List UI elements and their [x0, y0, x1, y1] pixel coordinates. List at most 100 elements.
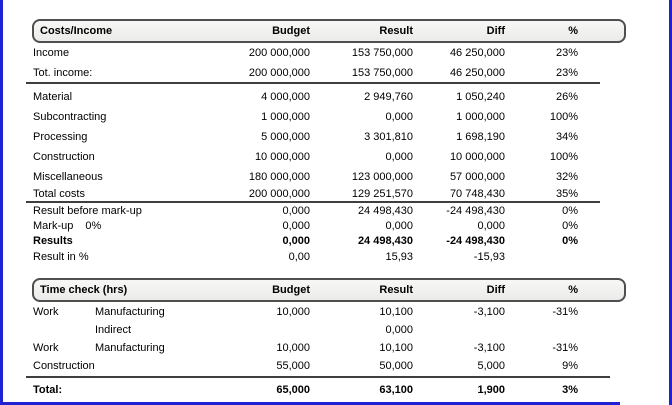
budget-cell: 0,000 — [282, 219, 310, 232]
budget-cell: 4 000,000 — [261, 91, 310, 103]
pct-cell: 34% — [555, 131, 578, 143]
window-border-left — [0, 0, 3, 405]
costs-section-header: Costs/Income Budget Result Diff % — [26, 19, 626, 43]
table-row: Miscellaneous 180 000,000 123 000,000 57… — [26, 167, 600, 187]
budget-cell: 1 000,000 — [261, 111, 310, 123]
result-cell: 50,000 — [379, 359, 413, 372]
col-header-pct: % — [568, 284, 578, 296]
pct-cell: 3% — [562, 384, 578, 396]
section-divider — [26, 201, 600, 203]
row-label: Processing — [33, 131, 88, 143]
diff-cell: -24 498,430 — [446, 204, 505, 217]
row-label: Construction — [26, 360, 206, 372]
diff-cell: 1 698,190 — [456, 131, 505, 143]
table-row-total: Total: 65,000 63,100 1,900 3% — [26, 378, 600, 402]
table-row: Total costs 200 000,000 129 251,570 70 7… — [26, 187, 600, 201]
row-label: Indirect — [26, 324, 206, 336]
row-label: Income — [33, 47, 70, 59]
pct-cell: 0% — [562, 219, 578, 232]
result-cell: 0,000 — [385, 219, 413, 232]
table-row: Subcontracting 1 000,000 0,000 1 000,000… — [26, 107, 600, 127]
result-cell: 63,100 — [379, 384, 413, 396]
row-label: Subcontracting — [33, 111, 107, 123]
col-header-result: Result — [379, 25, 413, 37]
result-cell: 10,100 — [379, 341, 413, 354]
budget-cell: 10 000,000 — [254, 151, 310, 163]
diff-cell: 5,000 — [477, 359, 505, 372]
pct-cell: 0% — [562, 204, 578, 217]
result-cell: 2 949,760 — [364, 91, 413, 103]
result-cell: 153 750,000 — [351, 66, 413, 79]
budget-cell: 10,000 — [276, 341, 310, 354]
col-header-budget: Budget — [272, 25, 310, 37]
result-cell: 24 498,430 — [357, 234, 413, 247]
diff-cell: -15,93 — [473, 251, 505, 263]
diff-cell: 10 000,000 — [449, 151, 505, 163]
row-label: Results — [33, 234, 73, 247]
pct-cell: -31% — [552, 305, 578, 318]
diff-cell: 1 050,240 — [456, 91, 505, 103]
result-cell: 0,000 — [385, 151, 413, 163]
pct-cell: 100% — [549, 111, 578, 123]
table-row: Construction 55,000 50,000 5,000 9% — [26, 357, 600, 374]
budget-cell: 0,00 — [288, 251, 310, 263]
work-subtype-label: Manufacturing — [95, 341, 165, 354]
row-label: Work Manufacturing — [26, 306, 206, 318]
result-cell: 24 498,430 — [357, 204, 413, 217]
diff-cell: -3,100 — [473, 341, 505, 354]
row-label: Material — [33, 91, 73, 103]
pct-cell: 26% — [555, 91, 578, 103]
work-type-label: Work — [33, 341, 59, 354]
row-label: Mark-up 0% — [26, 220, 206, 232]
time-header-bar — [32, 278, 626, 302]
row-label: Result in % — [33, 251, 89, 263]
budget-cell: 5 000,000 — [261, 131, 310, 143]
table-row: Result before mark-up 0,000 24 498,430 -… — [26, 203, 600, 218]
row-label: Miscellaneous — [33, 171, 103, 183]
table-row: Processing 5 000,000 3 301,810 1 698,190… — [26, 127, 600, 147]
time-section-header: Time check (hrs) Budget Result Diff % — [26, 278, 626, 302]
markup-label: Mark-up — [33, 219, 74, 232]
table-row: Work Manufacturing 10,000 10,100 -3,100 -… — [26, 302, 600, 321]
diff-cell: 57 000,000 — [449, 171, 505, 183]
diff-cell: -24 498,430 — [446, 234, 505, 247]
table-row: Income 200 000,000 153 750,000 46 250,00… — [26, 43, 600, 63]
col-header-diff: Diff — [486, 284, 505, 296]
row-label: Construction — [33, 151, 95, 163]
pct-cell: 32% — [555, 171, 578, 183]
budget-cell: 55,000 — [276, 359, 310, 372]
result-cell: 15,93 — [385, 251, 413, 263]
col-header-pct: % — [568, 25, 578, 37]
budget-cell: 65,000 — [276, 384, 310, 396]
budget-cell: 0,000 — [282, 204, 310, 217]
result-cell: 0,000 — [385, 111, 413, 123]
table-row: Mark-up 0% 0,000 0,000 0,000 0% — [26, 218, 600, 233]
result-cell: 153 750,000 — [351, 47, 413, 59]
table-row: Indirect 0,000 — [26, 321, 600, 338]
diff-cell: -3,100 — [473, 305, 505, 318]
section-divider — [26, 82, 600, 84]
result-cell: 10,100 — [379, 305, 413, 318]
work-type-label: Construction — [33, 359, 95, 372]
row-label: Total costs — [33, 188, 85, 200]
table-row: Result in % 0,00 15,93 -15,93 — [26, 248, 600, 266]
table-row: Construction 10 000,000 0,000 10 000,000… — [26, 147, 600, 167]
row-label: Tot. income: — [33, 66, 93, 79]
budget-cell: 180 000,000 — [248, 171, 310, 183]
window-border-bottom — [0, 402, 620, 405]
pct-cell: 9% — [562, 359, 578, 372]
budget-cell: 200 000,000 — [248, 188, 310, 200]
result-cell: 129 251,570 — [351, 188, 413, 200]
pct-cell: 100% — [549, 151, 578, 163]
work-subtype-label: Manufacturing — [95, 305, 165, 318]
diff-cell: 0,000 — [477, 219, 505, 232]
table-row-results: Results 0,000 24 498,430 -24 498,430 0% — [26, 233, 600, 248]
row-label: Result before mark-up — [33, 204, 142, 217]
budget-cell: 0,000 — [282, 234, 310, 247]
pct-cell: -31% — [552, 341, 578, 354]
pct-cell: 35% — [555, 188, 578, 200]
diff-cell: 46 250,000 — [449, 47, 505, 59]
pct-cell: 0% — [562, 234, 578, 247]
costs-section-title: Costs/Income — [40, 25, 113, 37]
col-header-diff: Diff — [486, 25, 505, 37]
